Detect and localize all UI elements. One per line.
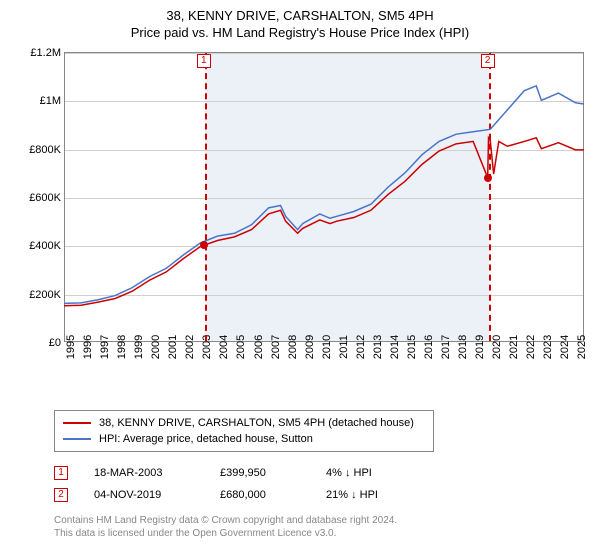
series-line xyxy=(64,86,584,304)
sale-row: 2 04-NOV-2019 £680,000 21% ↓ HPI xyxy=(54,484,588,506)
sale-marker-dot xyxy=(200,241,208,249)
chart-area: £0£200K£400K£600K£800K£1M£1.2M1995199619… xyxy=(22,46,587,366)
legend-swatch xyxy=(63,422,91,424)
footer-attribution: Contains HM Land Registry data © Crown c… xyxy=(54,514,588,540)
sale-diff: 4% ↓ HPI xyxy=(326,462,426,484)
title-line-2: Price paid vs. HM Land Registry's House … xyxy=(12,25,588,40)
sale-diff: 21% ↓ HPI xyxy=(326,484,426,506)
sale-row: 1 18-MAR-2003 £399,950 4% ↓ HPI xyxy=(54,462,588,484)
sale-marker-box: 1 xyxy=(197,54,211,68)
sale-marker-dot xyxy=(484,174,492,182)
sale-index-box: 1 xyxy=(54,466,68,480)
sale-date: 04-NOV-2019 xyxy=(94,484,194,506)
legend-box: 38, KENNY DRIVE, CARSHALTON, SM5 4PH (de… xyxy=(54,410,434,452)
legend-item: HPI: Average price, detached house, Sutt… xyxy=(63,431,425,447)
chart-container: { "title": { "line1": "38, KENNY DRIVE, … xyxy=(0,0,600,560)
legend-item: 38, KENNY DRIVE, CARSHALTON, SM5 4PH (de… xyxy=(63,415,425,431)
legend-label: HPI: Average price, detached house, Sutt… xyxy=(99,431,313,447)
footer-line-1: Contains HM Land Registry data © Crown c… xyxy=(54,514,588,527)
legend-label: 38, KENNY DRIVE, CARSHALTON, SM5 4PH (de… xyxy=(99,415,414,431)
title-line-1: 38, KENNY DRIVE, CARSHALTON, SM5 4PH xyxy=(12,8,588,23)
sale-marker-box: 2 xyxy=(481,54,495,68)
sale-price: £680,000 xyxy=(220,484,300,506)
chart-lines xyxy=(22,46,586,344)
sale-price: £399,950 xyxy=(220,462,300,484)
sale-date: 18-MAR-2003 xyxy=(94,462,194,484)
footer-line-2: This data is licensed under the Open Gov… xyxy=(54,527,588,540)
sales-table: 1 18-MAR-2003 £399,950 4% ↓ HPI 2 04-NOV-2019… xyxy=(54,462,588,506)
sale-index-box: 2 xyxy=(54,488,68,502)
chart-title-block: 38, KENNY DRIVE, CARSHALTON, SM5 4PH Pri… xyxy=(12,8,588,40)
legend-swatch xyxy=(63,438,91,440)
